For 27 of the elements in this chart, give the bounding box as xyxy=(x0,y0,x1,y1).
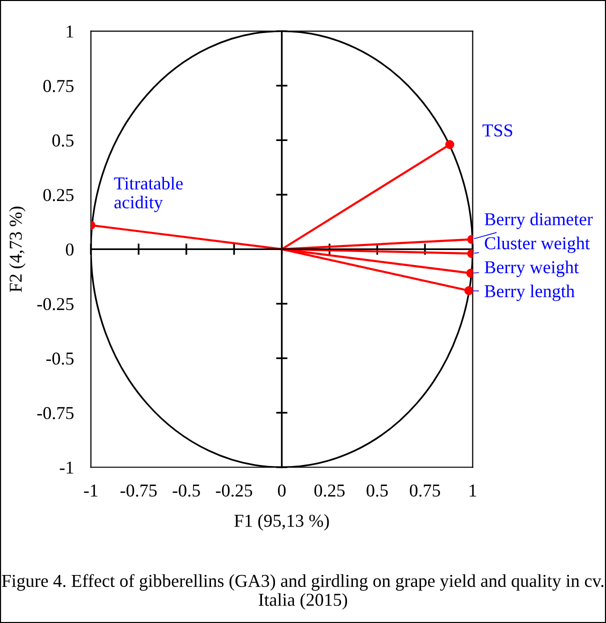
annotation: Berry length xyxy=(484,284,575,302)
y-tick-label: -0.75 xyxy=(37,406,74,420)
y-tick-label: -0.25 xyxy=(37,298,74,310)
x-tick-label: -1 xyxy=(84,484,98,496)
x-tick-label: 1 xyxy=(470,484,476,496)
x-tick-label: 0.25 xyxy=(314,484,345,497)
y-tick-label: -0.5 xyxy=(46,352,74,365)
annotation: Titratable acidity xyxy=(114,176,183,212)
x-tick-label: -0.25 xyxy=(216,484,252,497)
annotation: Berry diameter xyxy=(484,212,593,230)
y-tick-label: 0.5 xyxy=(52,134,74,147)
y-axis-title: F2 (4,73 %) xyxy=(9,206,26,292)
x-tick-label: -0.75 xyxy=(120,484,157,497)
x-tick-label: 0.5 xyxy=(366,484,388,497)
annotation: TSS xyxy=(482,124,512,137)
x-tick-label: -0.5 xyxy=(172,484,200,497)
x-tick-label: 0 xyxy=(278,484,286,497)
x-tick-label: 0.75 xyxy=(410,484,440,497)
y-tick-label: -1 xyxy=(60,462,74,474)
y-tick-label: 0.25 xyxy=(43,188,74,202)
y-tick-label: 0.75 xyxy=(43,80,74,92)
annotation: Cluster weight xyxy=(484,236,590,254)
annotation: Berry weight xyxy=(484,260,579,278)
x-axis-title: F1 (95,13 %) xyxy=(234,514,329,531)
caption: Figure 4. Effect of gibberellins (GA3) and girdling on grape yield and quality in cv. Italia (2015) xyxy=(2,574,604,610)
y-tick-label: 1 xyxy=(66,25,74,38)
y-tick-label: 0 xyxy=(66,243,74,256)
